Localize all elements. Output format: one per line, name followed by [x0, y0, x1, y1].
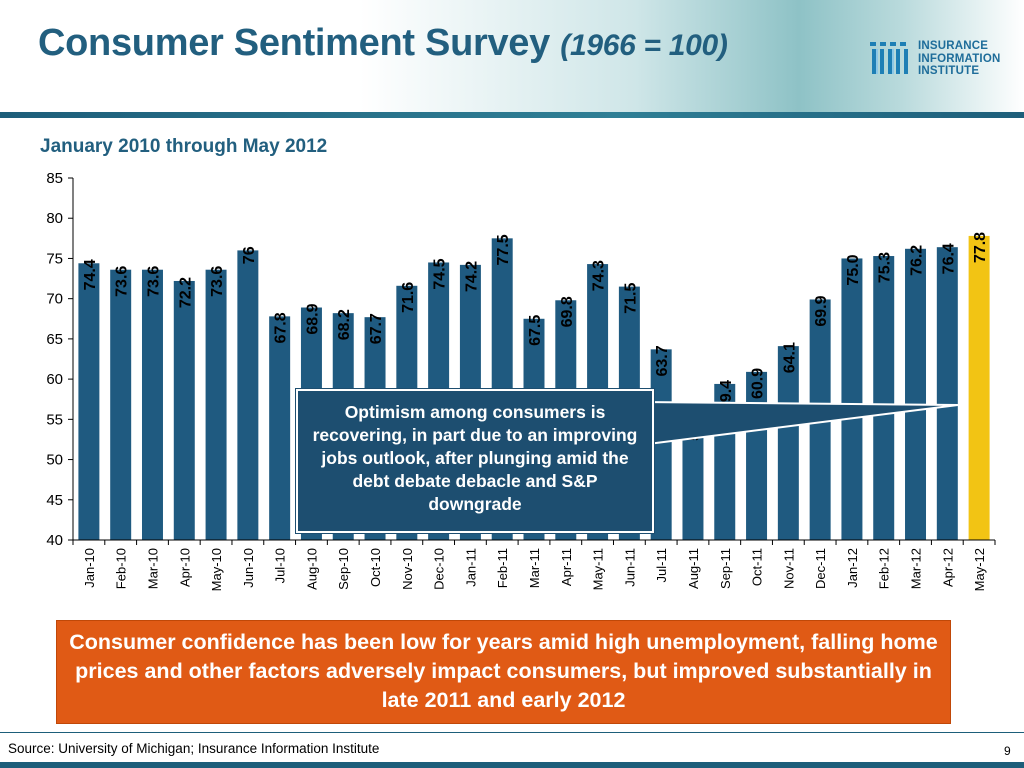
x-category-label: Jun-11: [622, 548, 637, 587]
bar-value-label: 74.2: [463, 261, 480, 292]
x-category-label: Mar-12: [909, 548, 924, 589]
bar-value-label: 73.6: [114, 266, 131, 297]
x-category-label: Aug-10: [304, 548, 319, 590]
bar: [682, 413, 704, 540]
bar: [841, 258, 863, 540]
y-tick-label: 40: [46, 532, 63, 549]
bar: [173, 280, 195, 540]
bar-value-label: 74.3: [591, 260, 608, 291]
y-tick-label: 45: [46, 492, 63, 509]
x-category-label: Jun-10: [241, 548, 256, 588]
header-band: [0, 0, 1024, 112]
source-note: Source: University of Michigan; Insuranc…: [8, 741, 380, 756]
footer-rule: [0, 732, 1024, 733]
bar-value-label: 73.6: [209, 266, 226, 297]
y-tick-label: 85: [46, 170, 63, 187]
bar: [269, 316, 291, 540]
x-category-label: Sep-10: [336, 548, 351, 590]
bar-value-label: 67.8: [273, 312, 290, 343]
bar-value-label: 64.1: [781, 342, 798, 373]
bar: [936, 247, 958, 540]
bar-value-label: 72.2: [177, 277, 194, 308]
chart-subtitle: January 2010 through May 2012: [40, 136, 328, 157]
x-category-label: Dec-11: [813, 548, 828, 589]
x-category-label: Jul-10: [273, 548, 288, 583]
x-category-label: Oct-10: [368, 548, 383, 587]
x-category-label: May-12: [972, 548, 987, 591]
bar-value-label: 60.9: [750, 368, 767, 399]
iii-logo-icon: [870, 42, 908, 74]
bar: [141, 269, 163, 540]
x-category-label: May-11: [591, 548, 606, 590]
y-tick-label: 50: [46, 452, 63, 469]
x-category-label: Jan-11: [463, 548, 478, 587]
x-category-label: Jul-11: [654, 548, 669, 582]
x-category-label: Sep-11: [718, 548, 733, 589]
bar-value-label: 69.9: [813, 295, 830, 326]
callout-box: Optimism among consumers is recovering, …: [296, 389, 654, 533]
bar: [205, 269, 227, 540]
bar-value-label: 67.5: [527, 315, 544, 346]
x-category-label: Feb-10: [114, 548, 129, 589]
page-number: 9: [1004, 744, 1011, 758]
x-category-label: Feb-12: [877, 548, 892, 589]
bottom-bar: [0, 762, 1024, 768]
x-category-label: Oct-11: [750, 548, 765, 586]
iii-logo-text: INSURANCE INFORMATION INSTITUTE: [918, 40, 1001, 77]
bar-value-label: 74.5: [432, 258, 449, 289]
y-tick-label: 65: [46, 331, 63, 348]
x-category-label: Dec-10: [432, 548, 447, 590]
bar-value-label: 75.0: [845, 254, 862, 285]
x-category-label: Apr-11: [559, 548, 574, 586]
x-category-label: Apr-12: [940, 548, 955, 587]
x-category-label: Jan-12: [845, 548, 860, 588]
title-main: Consumer Sentiment Survey: [38, 22, 550, 64]
x-category-label: Feb-11: [495, 548, 510, 588]
y-tick-label: 60: [46, 371, 63, 388]
bar-value-label: 75.3: [877, 252, 894, 283]
x-category-label: Jan-10: [82, 548, 97, 588]
x-category-label: Mar-11: [527, 548, 542, 588]
bar-value-label: 73.6: [145, 266, 162, 297]
y-tick-label: 55: [46, 411, 63, 428]
bar-value-label: 71.6: [400, 282, 417, 313]
bar-value-label: 77.5: [495, 234, 512, 265]
x-category-label: Mar-10: [145, 548, 160, 589]
bar-value-label: 63.7: [654, 345, 671, 376]
iii-logo: INSURANCE INFORMATION INSTITUTE: [868, 38, 1018, 80]
bar-value-label: 68.9: [304, 303, 321, 334]
bar: [78, 263, 100, 540]
bar-value-label: 68.2: [336, 309, 353, 340]
bar-value-label: 76.2: [909, 245, 926, 276]
x-category-label: Nov-11: [781, 548, 796, 589]
bar: [968, 235, 990, 541]
bar: [650, 349, 672, 540]
x-category-label: Aug-11: [686, 548, 701, 589]
header-rule: [0, 112, 1024, 118]
bar: [905, 248, 927, 540]
title-suffix: (1966 = 100): [560, 29, 728, 62]
bar: [237, 250, 259, 540]
bar-value-label: 77.8: [972, 232, 989, 263]
bar-value-label: 76: [241, 246, 258, 264]
y-tick-label: 75: [46, 250, 63, 267]
bar: [110, 269, 132, 540]
summary-banner: Consumer confidence has been low for yea…: [56, 620, 951, 724]
slide-title: Consumer Sentiment Survey (1966 = 100): [38, 22, 728, 65]
x-category-label: May-10: [209, 548, 224, 591]
x-category-label: Nov-10: [400, 548, 415, 590]
bar-value-label: 69.8: [559, 296, 576, 327]
bar: [873, 256, 895, 540]
bar-value-label: 76.4: [940, 243, 957, 274]
bar: [777, 346, 799, 540]
y-tick-label: 80: [46, 210, 63, 227]
x-category-label: Apr-10: [177, 548, 192, 587]
y-tick-label: 70: [46, 291, 63, 308]
bar-value-label: 74.4: [82, 259, 99, 290]
bar-value-label: 71.5: [622, 282, 639, 313]
bar-value-label: 67.7: [368, 313, 385, 344]
